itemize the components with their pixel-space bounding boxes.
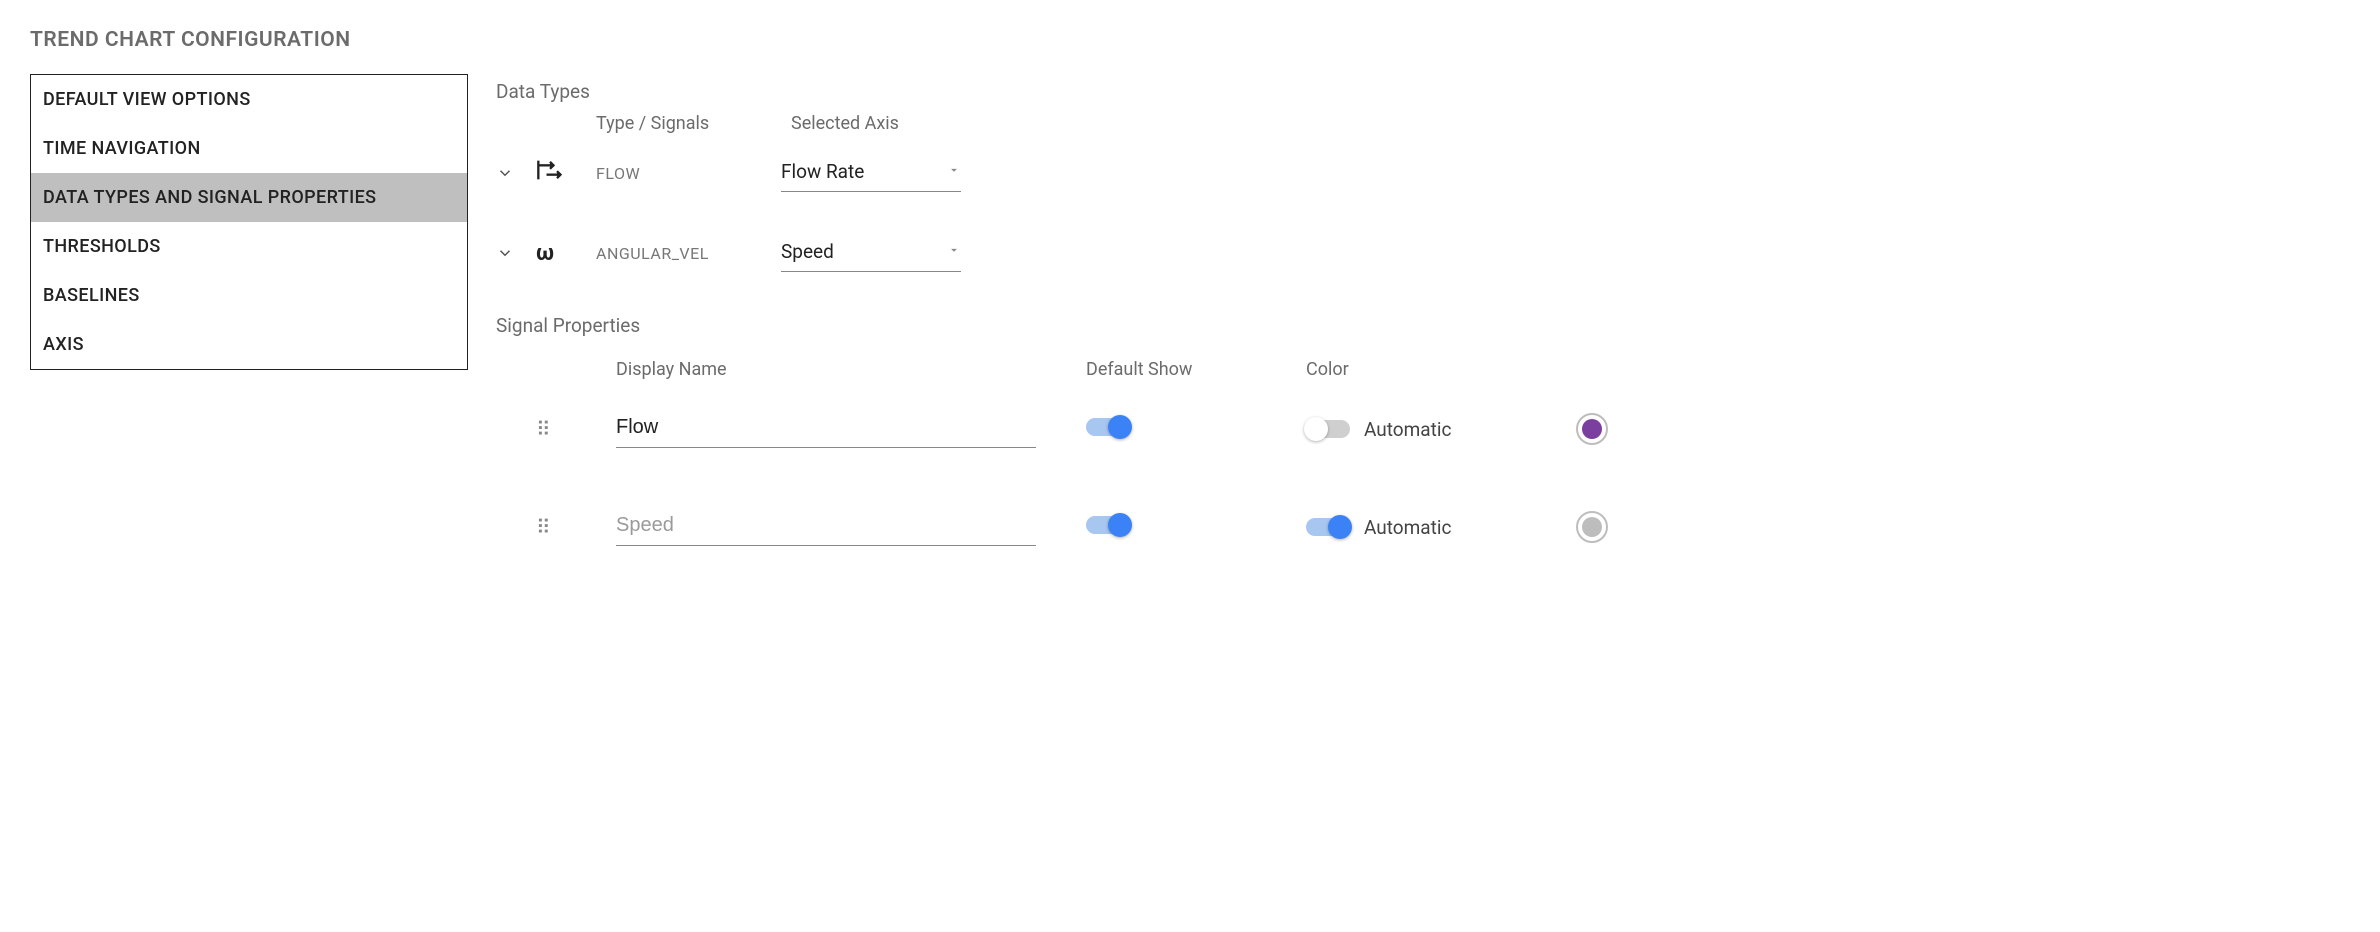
type-label: ANGULAR_VEL xyxy=(596,244,781,263)
data-type-row: ω ANGULAR_VEL Speed xyxy=(496,234,2350,272)
signal-properties-header: Display Name Default Show Color xyxy=(536,359,2350,380)
sidebar-item-time-navigation[interactable]: TIME NAVIGATION xyxy=(31,124,467,173)
toggle-knob xyxy=(1108,513,1132,537)
data-type-row: FLOW Flow Rate xyxy=(496,154,2350,192)
sidebar-item-axis[interactable]: AXIS xyxy=(31,320,467,369)
drag-handle-icon[interactable]: ⠿ xyxy=(536,424,596,434)
signal-property-row: ⠿ Automatic xyxy=(536,508,2350,546)
signal-property-row: ⠿ Automatic xyxy=(536,410,2350,448)
automatic-label: Automatic xyxy=(1364,418,1451,441)
sidebar-item-default-view[interactable]: DEFAULT VIEW OPTIONS xyxy=(31,75,467,124)
page-title: TREND CHART CONFIGURATION xyxy=(30,28,2350,52)
default-show-toggle[interactable] xyxy=(1086,418,1130,436)
col-header-display-name: Display Name xyxy=(616,359,1066,380)
toggle-knob xyxy=(1304,417,1328,441)
axis-select-angular[interactable]: Speed xyxy=(781,234,961,272)
data-types-section-label: Data Types xyxy=(496,80,2350,103)
sidebar-item-data-types[interactable]: DATA TYPES AND SIGNAL PROPERTIES xyxy=(31,173,467,222)
signal-properties-section: Signal Properties Display Name Default S… xyxy=(496,314,2350,546)
select-value: Speed xyxy=(781,240,834,263)
dropdown-caret-icon xyxy=(947,242,961,261)
dropdown-caret-icon xyxy=(947,162,961,181)
main-content: Data Types Type / Signals Selected Axis … xyxy=(496,74,2350,606)
color-swatch[interactable] xyxy=(1576,511,1608,543)
chevron-down-icon[interactable] xyxy=(496,244,514,262)
color-auto-toggle[interactable] xyxy=(1306,420,1350,438)
type-label: FLOW xyxy=(596,164,781,183)
signal-properties-section-label: Signal Properties xyxy=(496,314,2350,337)
default-show-toggle[interactable] xyxy=(1086,516,1130,534)
toggle-knob xyxy=(1328,515,1352,539)
automatic-label: Automatic xyxy=(1364,516,1451,539)
sidebar-item-thresholds[interactable]: THRESHOLDS xyxy=(31,222,467,271)
sidebar-item-baselines[interactable]: BASELINES xyxy=(31,271,467,320)
angular-velocity-icon: ω xyxy=(536,241,596,266)
col-header-color: Color xyxy=(1306,359,1556,380)
select-value: Flow Rate xyxy=(781,160,864,183)
col-header-type: Type / Signals xyxy=(596,113,781,134)
layout-container: DEFAULT VIEW OPTIONS TIME NAVIGATION DAT… xyxy=(30,74,2350,606)
color-swatch[interactable] xyxy=(1576,413,1608,445)
chevron-down-icon[interactable] xyxy=(496,164,514,182)
color-swatch-inner xyxy=(1582,517,1602,537)
data-types-header: Type / Signals Selected Axis xyxy=(496,113,2350,134)
axis-select-flow[interactable]: Flow Rate xyxy=(781,154,961,192)
toggle-knob xyxy=(1108,415,1132,439)
flow-rate-icon xyxy=(536,156,596,190)
display-name-input[interactable] xyxy=(616,508,1036,546)
col-header-axis: Selected Axis xyxy=(781,113,1001,134)
drag-handle-icon[interactable]: ⠿ xyxy=(536,522,596,532)
col-header-default-show: Default Show xyxy=(1086,359,1286,380)
color-swatch-inner xyxy=(1582,419,1602,439)
sidebar: DEFAULT VIEW OPTIONS TIME NAVIGATION DAT… xyxy=(30,74,468,370)
color-auto-toggle[interactable] xyxy=(1306,518,1350,536)
display-name-input[interactable] xyxy=(616,410,1036,448)
